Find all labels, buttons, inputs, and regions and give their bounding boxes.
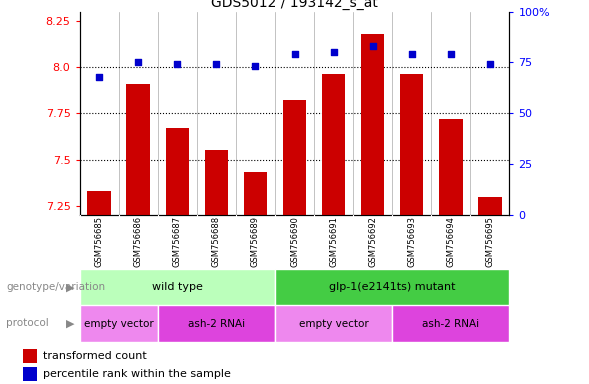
Bar	[23, 367, 37, 381]
Bar	[80, 305, 158, 342]
Text: ash-2 RNAi: ash-2 RNAi	[188, 318, 245, 329]
Point	[251, 63, 260, 70]
Text: GSM756689: GSM756689	[251, 217, 260, 267]
Text: transformed count: transformed count	[43, 351, 147, 361]
Bar	[439, 119, 462, 215]
Bar	[392, 305, 509, 342]
Point	[134, 59, 143, 65]
Bar	[478, 197, 502, 215]
Text: GSM756687: GSM756687	[173, 216, 182, 268]
Point	[446, 51, 455, 57]
Text: GSM756690: GSM756690	[290, 217, 299, 267]
Bar	[158, 305, 275, 342]
Point	[94, 74, 104, 80]
Point	[173, 61, 182, 68]
Bar	[127, 84, 150, 215]
Text: ▶: ▶	[67, 318, 75, 328]
Text: GSM756691: GSM756691	[329, 217, 338, 267]
Text: GSM756692: GSM756692	[368, 217, 377, 267]
Bar	[23, 349, 37, 363]
Text: genotype/variation: genotype/variation	[6, 282, 105, 292]
Point	[211, 61, 221, 68]
Text: empty vector: empty vector	[299, 318, 369, 329]
Text: GSM756693: GSM756693	[407, 217, 416, 267]
Bar	[244, 172, 267, 215]
Text: percentile rank within the sample: percentile rank within the sample	[43, 369, 231, 379]
Bar	[361, 34, 385, 215]
Bar	[283, 100, 306, 215]
Point	[485, 61, 495, 68]
Text: GSM756685: GSM756685	[95, 217, 104, 267]
Text: ▶: ▶	[67, 282, 75, 292]
Point	[290, 51, 299, 57]
Text: wild type: wild type	[152, 282, 203, 292]
Bar	[322, 74, 345, 215]
Bar	[275, 305, 392, 342]
Title: GDS5012 / 193142_s_at: GDS5012 / 193142_s_at	[211, 0, 378, 10]
Text: GSM756688: GSM756688	[212, 216, 221, 268]
Text: protocol: protocol	[6, 318, 49, 328]
Bar	[166, 128, 189, 215]
Text: ash-2 RNAi: ash-2 RNAi	[422, 318, 479, 329]
Bar	[87, 191, 111, 215]
Bar	[400, 74, 423, 215]
Point	[407, 51, 416, 57]
Point	[368, 43, 378, 49]
Text: GSM756694: GSM756694	[446, 217, 455, 267]
Text: empty vector: empty vector	[84, 318, 154, 329]
Bar	[275, 269, 509, 305]
Text: GSM756686: GSM756686	[134, 216, 143, 268]
Text: GSM756695: GSM756695	[485, 217, 494, 267]
Bar	[80, 269, 275, 305]
Text: glp-1(e2141ts) mutant: glp-1(e2141ts) mutant	[329, 282, 455, 292]
Point	[329, 49, 338, 55]
Bar	[204, 150, 228, 215]
